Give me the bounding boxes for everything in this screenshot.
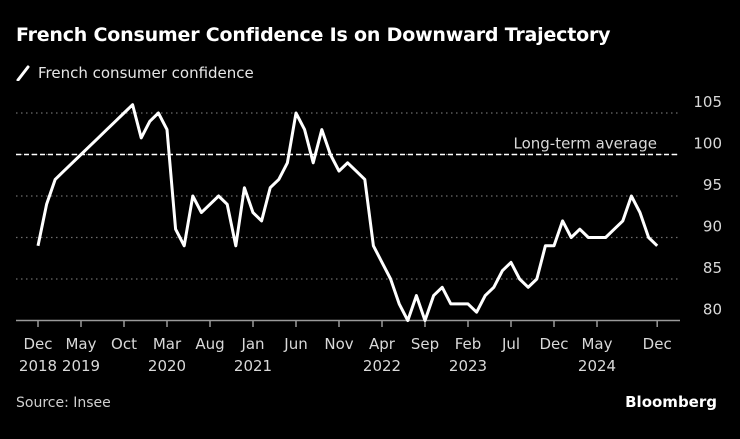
x-tick-year: 2022	[363, 357, 401, 375]
x-tick-year: 2020	[148, 357, 186, 375]
y-tick-label: 105	[693, 93, 722, 111]
x-tick-year: 2021	[234, 357, 272, 375]
x-tick-month: Feb	[455, 335, 482, 353]
x-tick-month: Jan	[240, 335, 264, 353]
x-tick-month: Aug	[195, 335, 224, 353]
y-tick-label: 100	[693, 135, 722, 153]
x-tick-month: Apr	[369, 335, 396, 353]
x-tick-month: Dec	[643, 335, 672, 353]
y-tick-label: 90	[703, 218, 722, 236]
x-tick-month: Dec	[23, 335, 52, 353]
x-tick-month: Dec	[539, 335, 568, 353]
long-term-average-label: Long-term average	[513, 135, 657, 153]
y-tick-label: 85	[703, 259, 722, 277]
x-tick-month: Jun	[283, 335, 307, 353]
x-tick-month: May	[581, 335, 612, 353]
chart-title: French Consumer Confidence Is on Downwar…	[16, 24, 611, 46]
source-note: Source: Insee	[16, 395, 111, 411]
legend-label: French consumer confidence	[38, 64, 254, 82]
x-tick-year: 2023	[449, 357, 487, 375]
y-tick-label: 80	[703, 301, 722, 319]
x-tick-month: Mar	[153, 335, 182, 353]
x-tick-year: 2019	[62, 357, 100, 375]
x-tick-month: Sep	[411, 335, 439, 353]
x-tick-month: Jul	[501, 335, 520, 353]
bloomberg-logo: Bloomberg	[625, 393, 717, 411]
legend-line-icon	[16, 65, 30, 81]
x-tick-year: 2018	[19, 357, 57, 375]
x-tick-month: Oct	[111, 335, 137, 353]
x-tick-month: May	[65, 335, 96, 353]
x-tick-month: Nov	[324, 335, 353, 353]
legend: French consumer confidence	[16, 64, 254, 82]
y-tick-label: 95	[703, 176, 722, 194]
x-tick-year: 2024	[578, 357, 616, 375]
